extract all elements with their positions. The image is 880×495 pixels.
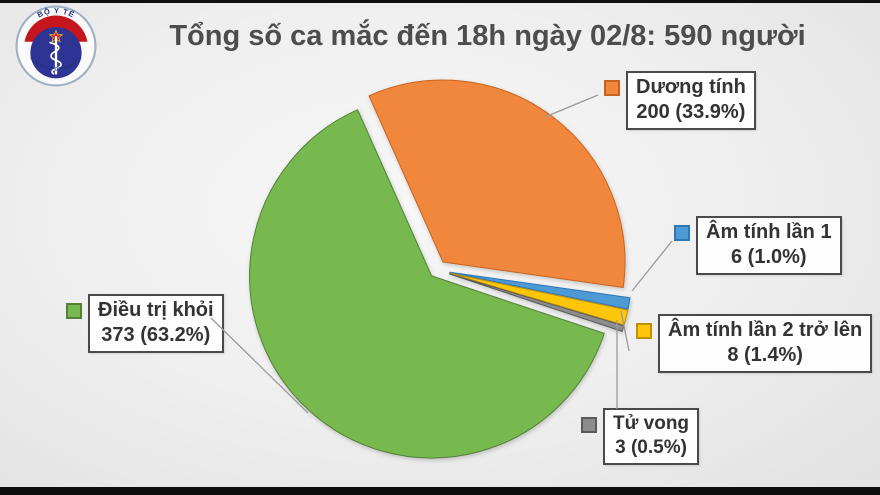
legend-swatch-am-tinh-lan-1-icon (674, 225, 690, 241)
chart-title: Tổng số ca mắc đến 18h ngày 02/8: 590 ng… (169, 20, 806, 52)
svg-text:BỘ Y TẾ: BỘ Y TẾ (36, 6, 77, 19)
callout-box-am-tinh-lan-2: Âm tính lần 2 trở lên 8 (1.4%) (658, 314, 873, 373)
callout-box-duong-tinh: Dương tính 200 (33.9%) (626, 71, 756, 130)
callout-tu-vong: Tử vong 3 (0.5%) (581, 408, 700, 465)
legend-swatch-tu-vong-icon (581, 417, 597, 433)
pie-slice-1 (449, 271, 631, 310)
callout-value: 3 (0.5%) (615, 436, 687, 458)
legend-swatch-dieu-tri-khoi-icon (66, 303, 82, 319)
callout-box-dieu-tri-khoi: Điều trị khỏi 373 (63.2%) (88, 294, 224, 353)
callout-box-tu-vong: Tử vong 3 (0.5%) (603, 408, 700, 465)
callout-label: Âm tính lần 2 trở lên (668, 319, 863, 341)
callout-duong-tinh: Dương tính 200 (33.9%) (604, 71, 756, 130)
callout-value: 373 (63.2%) (101, 324, 211, 346)
callout-am-tinh-lan-2: Âm tính lần 2 trở lên 8 (1.4%) (636, 314, 873, 373)
callout-value: 8 (1.4%) (727, 344, 803, 366)
callout-dieu-tri-khoi: Điều trị khỏi 373 (63.2%) (66, 294, 224, 353)
legend-swatch-am-tinh-lan-2-icon (636, 323, 652, 339)
legend-swatch-duong-tinh-icon (604, 80, 620, 96)
callout-box-am-tinh-lan-1: Âm tính lần 1 6 (1.0%) (696, 216, 842, 275)
logo-top-text: BỘ Y TẾ (36, 6, 76, 19)
callout-label: Điều trị khỏi (98, 299, 214, 321)
callout-label: Âm tính lần 1 (706, 221, 832, 243)
bottom-letterbox-bar (0, 487, 880, 495)
snake-icon (49, 41, 62, 75)
callout-value: 6 (1.0%) (730, 246, 807, 268)
top-letterbox-bar (0, 0, 880, 3)
callout-am-tinh-lan-1: Âm tính lần 1 6 (1.0%) (674, 216, 842, 275)
ministry-of-health-logo-icon: BỘ Y TẾ MINISTRY OF HEALTH (15, 5, 97, 87)
callout-value: 200 (33.9%) (636, 101, 746, 123)
callout-label: Dương tính (636, 76, 746, 98)
callout-label: Tử vong (613, 413, 690, 434)
pie-slice-4 (249, 109, 605, 459)
